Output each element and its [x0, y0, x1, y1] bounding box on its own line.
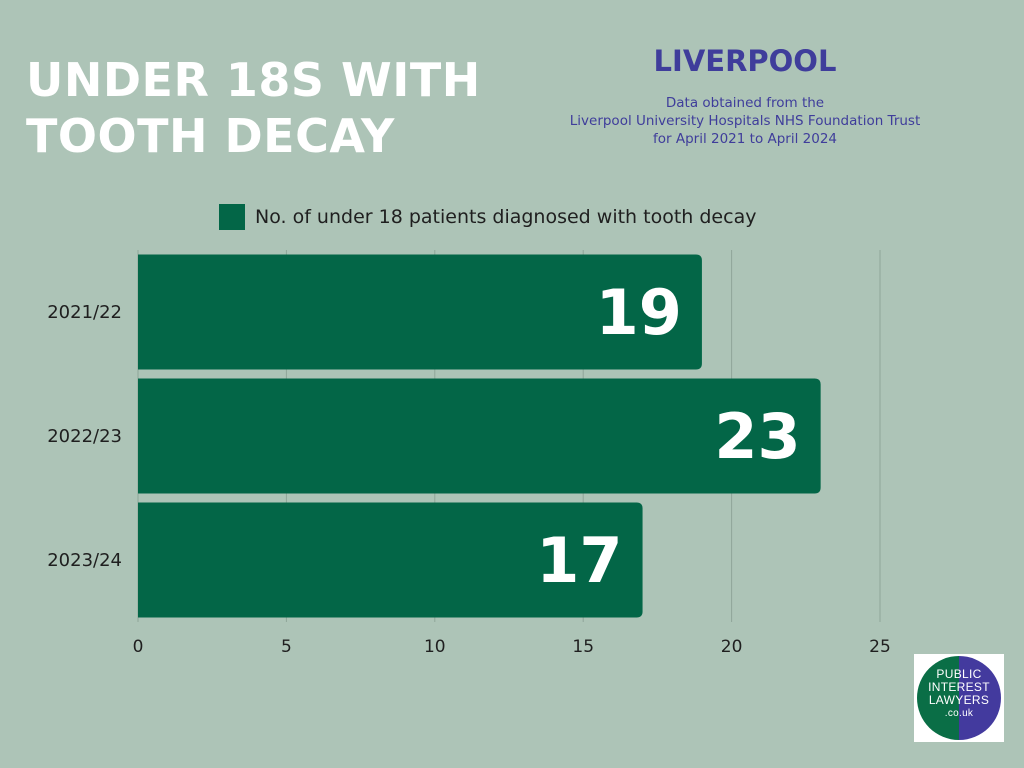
chart-title: UNDER 18S WITH TOOTH DECAY: [26, 52, 546, 164]
x-tick-label: 20: [721, 637, 743, 657]
chart-title-line-1: UNDER 18S WITH: [26, 53, 481, 107]
y-category-label: 2021/22: [47, 302, 122, 323]
data-source-line-1: Data obtained from the: [665, 95, 825, 111]
bar: [138, 378, 821, 494]
logo-circle: PUBLIC INTEREST LAWYERS .co.uk: [917, 656, 1001, 740]
bar: [138, 502, 643, 618]
logo-text: PUBLIC INTEREST LAWYERS .co.uk: [917, 668, 1001, 720]
x-tick-label: 0: [133, 637, 144, 657]
bar: [138, 254, 702, 370]
bar-value-label: 23: [714, 400, 800, 473]
logo-line-3: LAWYERS: [928, 693, 990, 707]
location-heading: LIVERPOOL: [653, 44, 837, 78]
x-tick-label: 5: [281, 637, 292, 657]
y-category-label: 2023/24: [47, 550, 122, 571]
logo-line-2: INTEREST: [928, 680, 990, 694]
legend-swatch: [219, 204, 245, 230]
bar-value-label: 17: [536, 524, 622, 597]
data-source-note: Data obtained from the Liverpool Univers…: [520, 94, 970, 148]
logo-line-1: PUBLIC: [936, 667, 982, 681]
legend-label: No. of under 18 patients diagnosed with …: [255, 206, 756, 228]
y-category-label: 2022/23: [47, 426, 122, 447]
public-interest-lawyers-logo: PUBLIC INTEREST LAWYERS .co.uk: [914, 654, 1004, 742]
x-tick-label: 10: [424, 637, 446, 657]
data-source-line-3: for April 2021 to April 2024: [653, 131, 837, 147]
data-source-line-2: Liverpool University Hospitals NHS Found…: [569, 113, 921, 129]
bar-value-label: 19: [596, 276, 682, 349]
x-tick-label: 15: [572, 637, 594, 657]
x-tick-label: 25: [869, 637, 891, 657]
logo-line-4: .co.uk: [944, 708, 974, 719]
chart-title-line-2: TOOTH DECAY: [26, 109, 395, 163]
